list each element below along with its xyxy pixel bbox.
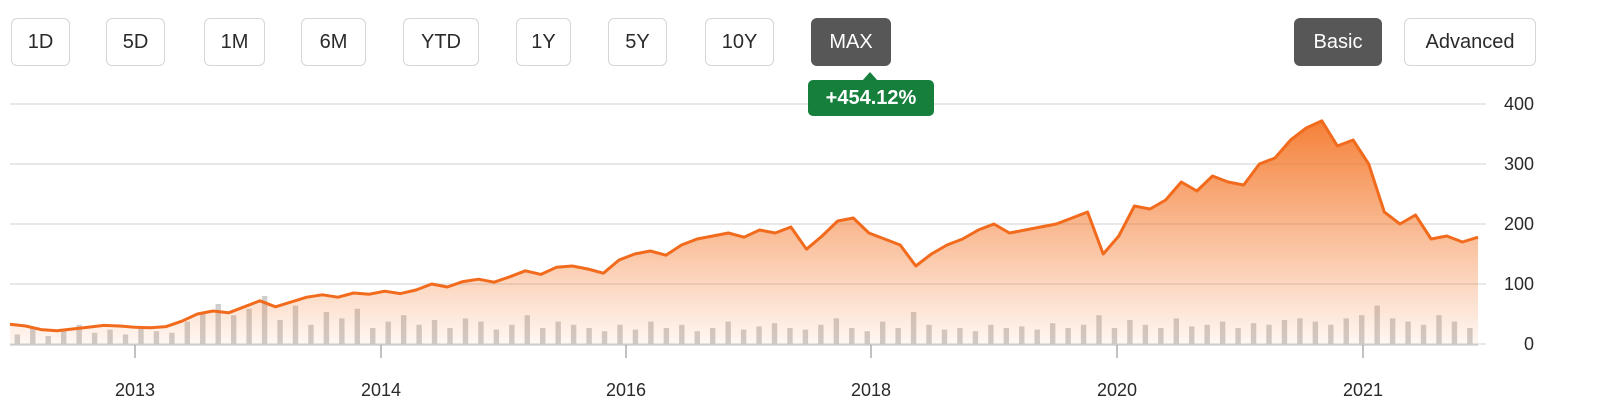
range-button-max[interactable]: MAX xyxy=(811,18,891,66)
price-area xyxy=(9,119,1479,344)
range-button-1m[interactable]: 1M xyxy=(204,18,265,66)
y-tick-label: 300 xyxy=(1504,154,1534,174)
range-button-5d[interactable]: 5D xyxy=(106,18,165,66)
range-button-1d[interactable]: 1D xyxy=(11,18,70,66)
view-button-advanced[interactable]: Advanced xyxy=(1404,18,1536,66)
x-tick-label: 2018 xyxy=(851,380,891,400)
view-button-basic[interactable]: Basic xyxy=(1294,18,1382,66)
y-tick-label: 200 xyxy=(1504,214,1534,234)
range-button-5y[interactable]: 5Y xyxy=(608,18,667,66)
range-button-ytd[interactable]: YTD xyxy=(403,18,479,66)
range-selector: 1D 5D 1M 6M YTD 1Y 5Y 10Y MAX Basic Adva… xyxy=(0,18,1600,68)
x-tick-label: 2021 xyxy=(1343,380,1383,400)
x-tick-label: 2020 xyxy=(1097,380,1137,400)
range-button-6m[interactable]: 6M xyxy=(301,18,366,66)
x-tick-label: 2013 xyxy=(115,380,155,400)
price-line xyxy=(9,119,1479,333)
range-button-1y[interactable]: 1Y xyxy=(516,18,571,66)
y-tick-label: 100 xyxy=(1504,274,1534,294)
x-tick-label: 2016 xyxy=(606,380,646,400)
axes: 0 100 200 300 400 2013 2014 2016 2018 2020 2021 xyxy=(10,94,1534,400)
y-tick-label: 0 xyxy=(1524,334,1534,354)
x-tick-label: 2014 xyxy=(361,380,401,400)
range-button-10y[interactable]: 10Y xyxy=(705,18,774,66)
change-badge: +454.12% xyxy=(808,80,934,116)
price-area-fill xyxy=(10,120,1478,344)
badge-pointer xyxy=(862,72,878,81)
y-tick-label: 400 xyxy=(1504,94,1534,114)
